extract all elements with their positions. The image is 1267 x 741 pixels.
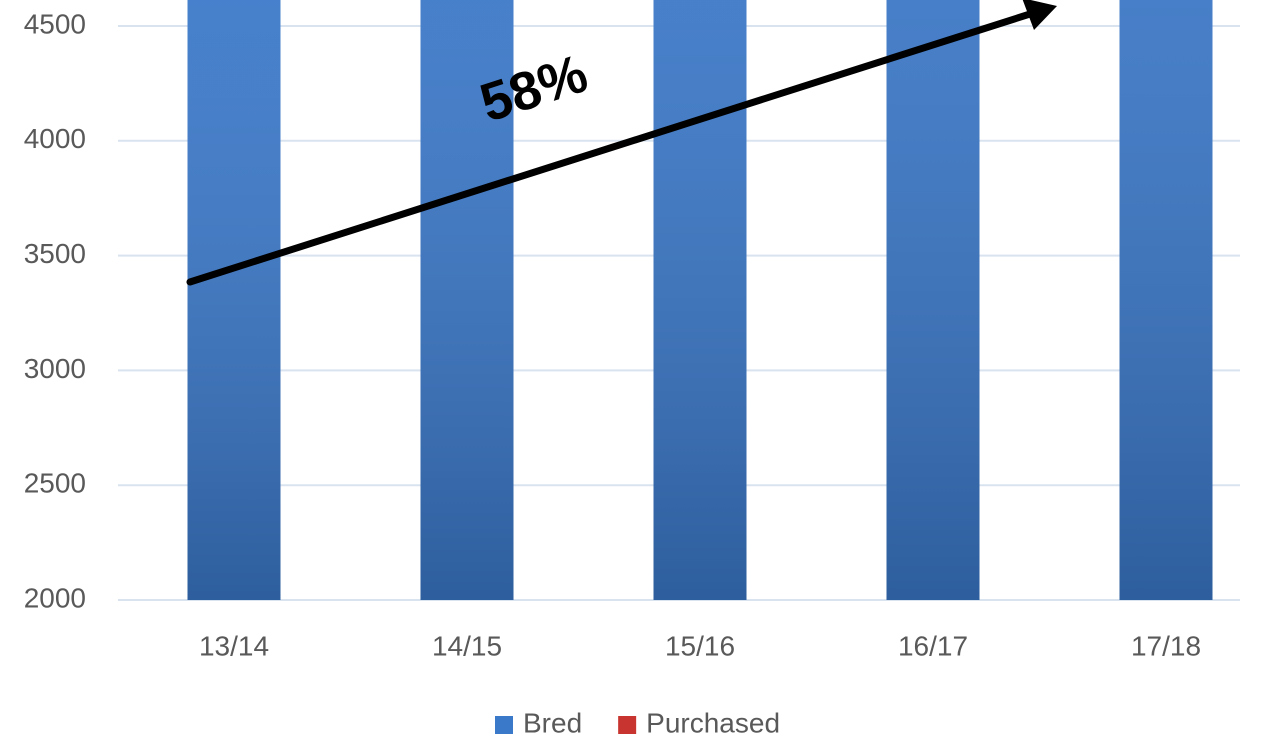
x-tick-label: 13/14: [199, 630, 269, 661]
x-tick-label: 17/18: [1131, 630, 1201, 661]
bar-shade: [420, 0, 514, 601]
bar-shade: [886, 0, 980, 600]
y-tick-label: 2500: [24, 468, 86, 499]
bars: [187, 0, 1213, 601]
legend-swatch: [618, 716, 637, 734]
y-tick-label: 4000: [24, 123, 86, 154]
arrow-head: [1022, 0, 1057, 30]
trend-arrow: [186, 10, 1034, 286]
bar-shade: [653, 0, 747, 600]
y-tick-label: 3500: [24, 238, 86, 269]
legend-swatch: [495, 716, 513, 734]
y-tick-label: 3000: [24, 353, 86, 384]
legend-label: Bred: [523, 707, 582, 738]
x-tick-label: 15/16: [665, 630, 735, 661]
x-tick-label: 14/15: [432, 630, 502, 661]
y-tick-label: 4500: [24, 8, 86, 39]
bar-shade: [187, 0, 281, 601]
x-tick-label: 16/17: [898, 630, 968, 661]
y-tick-label: 2000: [24, 582, 86, 613]
bar-shade: [1119, 0, 1213, 600]
legend-label: Purchased: [646, 707, 780, 738]
